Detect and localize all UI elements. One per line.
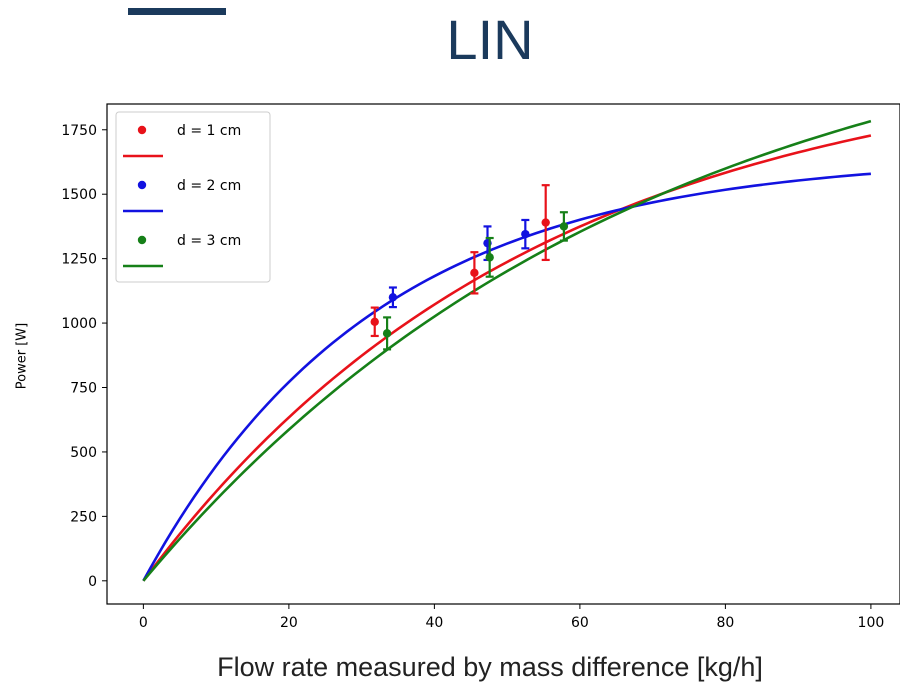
point-marker: [382, 329, 392, 338]
legend-label-series-2: d = 2 cm: [177, 178, 241, 194]
data-point-series-2: [388, 286, 398, 309]
x-tick-label: 40: [425, 615, 443, 631]
x-tick-label: 60: [571, 615, 589, 631]
y-tick-label: 750: [70, 381, 97, 397]
fit-curve-series-2: [142, 172, 872, 582]
y-tick-label: 250: [70, 509, 97, 525]
point-marker: [521, 229, 530, 239]
y-tick-label: 1500: [61, 187, 97, 203]
page-title: LIN: [446, 8, 534, 71]
x-tick-label: 20: [280, 615, 298, 631]
y-tick-label: 500: [70, 445, 97, 461]
plot-frame: [106, 103, 900, 605]
point-marker: [370, 317, 379, 326]
data-point-series-3: [485, 236, 494, 278]
x-axis-label: Flow rate measured by mass difference [k…: [217, 652, 763, 682]
x-tick-label: 100: [858, 615, 885, 631]
y-tick-label: 1000: [61, 316, 97, 332]
legend-label-series-3: d = 3 cm: [177, 233, 241, 249]
legend-marker-series-2: [137, 180, 147, 190]
point-marker: [470, 268, 479, 278]
y-tick-label: 1750: [61, 123, 97, 139]
legend-box: [115, 111, 271, 283]
x-tick-label: 80: [716, 615, 734, 631]
y-tick-label: 1250: [61, 252, 97, 268]
legend-marker-series-3: [137, 235, 147, 245]
data-point-series-2: [521, 218, 530, 250]
data-point-series-1: [470, 251, 479, 295]
point-marker: [541, 218, 550, 227]
x-tick-label: 0: [139, 615, 148, 631]
legend-label-series-1: d = 1 cm: [177, 123, 241, 139]
y-axis-label: Power [W]: [14, 322, 30, 390]
data-point-series-3: [559, 211, 569, 242]
y-tick-label: 0: [88, 574, 97, 590]
data-point-series-1: [370, 306, 379, 338]
fit-curve-series-1: [142, 134, 872, 582]
point-marker: [485, 253, 494, 262]
title-accent-bar: [128, 8, 226, 15]
data-point-series-3: [382, 316, 392, 351]
fit-curve-series-3: [142, 119, 872, 582]
legend-marker-series-1: [137, 125, 147, 135]
data-point-series-1: [541, 184, 550, 262]
point-marker: [388, 293, 398, 302]
point-marker: [559, 222, 569, 231]
